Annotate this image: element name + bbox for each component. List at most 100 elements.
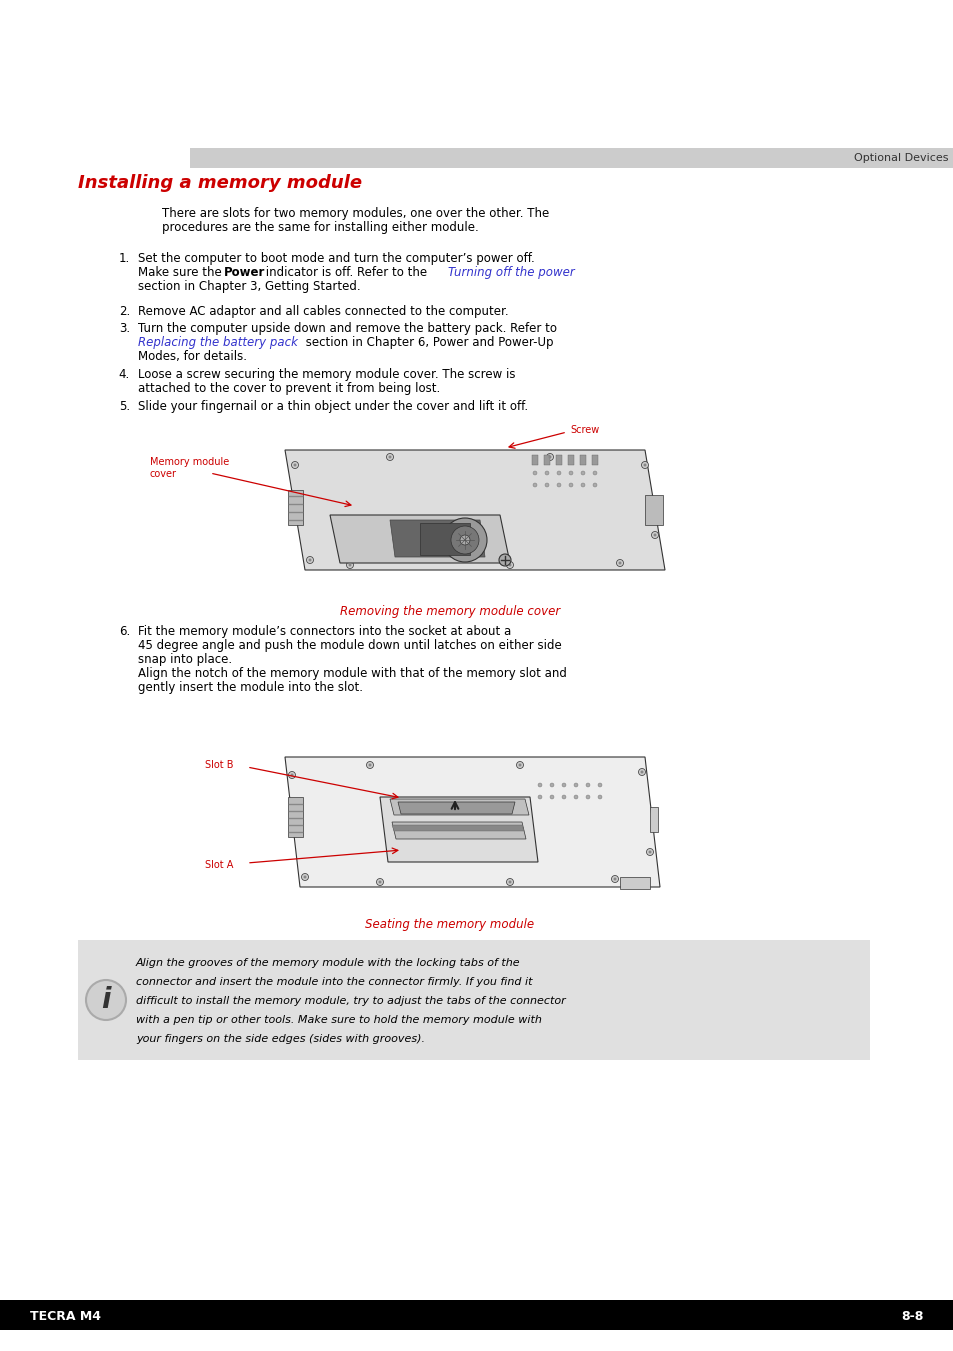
- Text: Set the computer to boot mode and turn the computer’s power off.: Set the computer to boot mode and turn t…: [138, 253, 535, 265]
- Text: 45 degree angle and push the module down until latches on either side: 45 degree angle and push the module down…: [138, 639, 561, 653]
- Polygon shape: [419, 523, 470, 555]
- Circle shape: [348, 563, 351, 566]
- Text: procedures are the same for installing either module.: procedures are the same for installing e…: [162, 222, 478, 234]
- Circle shape: [306, 557, 314, 563]
- Circle shape: [506, 878, 513, 885]
- Text: Seating the memory module: Seating the memory module: [365, 917, 534, 931]
- Circle shape: [308, 558, 312, 562]
- Circle shape: [646, 848, 653, 855]
- Text: your fingers on the side edges (sides with grooves).: your fingers on the side edges (sides wi…: [136, 1034, 424, 1044]
- Text: Optional Devices: Optional Devices: [854, 153, 948, 163]
- Bar: [619, 877, 649, 889]
- Text: indicator is off. Refer to the: indicator is off. Refer to the: [262, 266, 431, 280]
- Text: 8-8: 8-8: [901, 1310, 923, 1324]
- Circle shape: [508, 881, 511, 884]
- Circle shape: [518, 763, 521, 766]
- Circle shape: [533, 471, 537, 476]
- Polygon shape: [392, 825, 523, 831]
- Text: section in Chapter 6, Power and Power-Up: section in Chapter 6, Power and Power-Up: [302, 336, 553, 349]
- Circle shape: [301, 874, 308, 881]
- Circle shape: [613, 878, 616, 881]
- Polygon shape: [392, 821, 525, 839]
- Circle shape: [346, 562, 354, 569]
- Circle shape: [376, 878, 383, 885]
- Circle shape: [516, 762, 523, 769]
- Circle shape: [585, 794, 589, 798]
- Text: 2.: 2.: [118, 305, 130, 317]
- Circle shape: [580, 484, 584, 486]
- Circle shape: [616, 559, 623, 566]
- Text: Screw: Screw: [569, 426, 598, 435]
- Circle shape: [506, 562, 513, 569]
- Text: Replacing the battery pack: Replacing the battery pack: [138, 336, 297, 349]
- Circle shape: [585, 784, 589, 788]
- Text: Slide your fingernail or a thin object under the cover and lift it off.: Slide your fingernail or a thin object u…: [138, 400, 528, 413]
- Bar: [644, 494, 662, 526]
- Bar: [579, 455, 585, 465]
- Circle shape: [574, 784, 578, 788]
- Circle shape: [537, 794, 541, 798]
- Circle shape: [386, 454, 393, 461]
- Bar: [567, 455, 574, 465]
- Circle shape: [640, 462, 648, 469]
- Bar: [592, 455, 598, 465]
- Circle shape: [561, 784, 565, 788]
- Circle shape: [366, 762, 374, 769]
- Text: 6.: 6.: [118, 626, 130, 638]
- Circle shape: [593, 471, 597, 476]
- Circle shape: [388, 455, 391, 458]
- Bar: [288, 797, 303, 838]
- Bar: [78, 940, 869, 1061]
- Text: Loose a screw securing the memory module cover. The screw is: Loose a screw securing the memory module…: [138, 367, 515, 381]
- Circle shape: [533, 484, 537, 486]
- Circle shape: [638, 769, 645, 775]
- Text: Turning off the power: Turning off the power: [448, 266, 574, 280]
- Circle shape: [537, 784, 541, 788]
- Circle shape: [368, 763, 371, 766]
- Text: 1.: 1.: [118, 253, 130, 265]
- Text: Memory module
cover: Memory module cover: [150, 457, 229, 480]
- Polygon shape: [390, 798, 529, 815]
- Circle shape: [292, 462, 298, 469]
- Circle shape: [288, 771, 295, 778]
- Bar: [532, 455, 537, 465]
- Circle shape: [498, 554, 511, 566]
- Text: gently insert the module into the slot.: gently insert the module into the slot.: [138, 681, 363, 694]
- Circle shape: [442, 517, 486, 562]
- Bar: [190, 149, 953, 168]
- Text: Align the notch of the memory module with that of the memory slot and: Align the notch of the memory module wit…: [138, 667, 566, 680]
- Circle shape: [598, 794, 601, 798]
- Circle shape: [611, 875, 618, 882]
- Text: Installing a memory module: Installing a memory module: [78, 174, 362, 192]
- Text: i: i: [101, 986, 111, 1015]
- Circle shape: [557, 484, 560, 486]
- Circle shape: [550, 784, 554, 788]
- Text: section in Chapter 3, Getting Started.: section in Chapter 3, Getting Started.: [138, 280, 360, 293]
- Circle shape: [508, 563, 511, 566]
- Circle shape: [574, 794, 578, 798]
- Bar: [288, 490, 303, 526]
- Circle shape: [568, 484, 573, 486]
- Circle shape: [86, 979, 126, 1020]
- Circle shape: [451, 526, 478, 554]
- Bar: [649, 807, 658, 832]
- Circle shape: [643, 463, 646, 466]
- Text: Remove AC adaptor and all cables connected to the computer.: Remove AC adaptor and all cables connect…: [138, 305, 508, 317]
- Text: Modes, for details.: Modes, for details.: [138, 350, 247, 363]
- Circle shape: [546, 454, 553, 461]
- Text: TECRA M4: TECRA M4: [30, 1310, 101, 1324]
- Circle shape: [651, 531, 658, 539]
- Circle shape: [544, 484, 548, 486]
- Polygon shape: [397, 802, 515, 815]
- Polygon shape: [390, 520, 484, 557]
- Circle shape: [548, 455, 551, 458]
- Circle shape: [459, 535, 470, 544]
- Text: with a pen tip or other tools. Make sure to hold the memory module with: with a pen tip or other tools. Make sure…: [136, 1015, 541, 1025]
- Circle shape: [550, 794, 554, 798]
- Circle shape: [291, 774, 294, 777]
- Text: Align the grooves of the memory module with the locking tabs of the: Align the grooves of the memory module w…: [136, 958, 520, 969]
- Circle shape: [598, 784, 601, 788]
- Text: Removing the memory module cover: Removing the memory module cover: [339, 605, 559, 617]
- Circle shape: [544, 471, 548, 476]
- Circle shape: [303, 875, 306, 878]
